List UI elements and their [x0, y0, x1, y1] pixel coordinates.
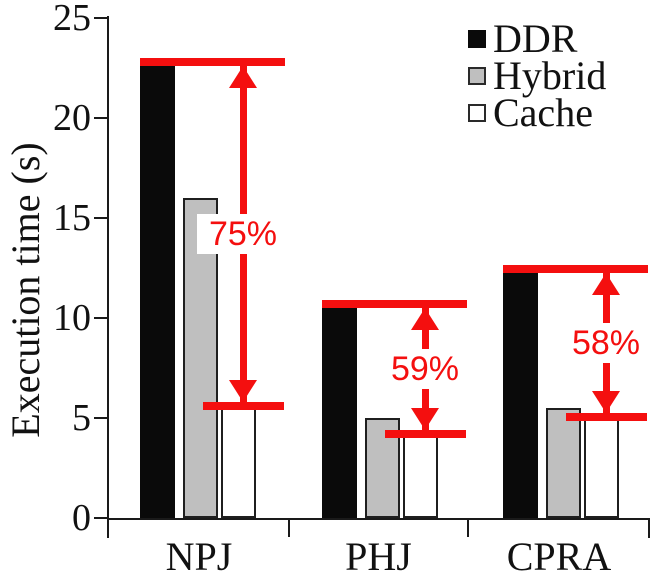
y-tick-mark [94, 17, 107, 19]
y-tick-label: 5 [72, 397, 91, 439]
arrow-up-icon [229, 66, 257, 88]
y-tick-label: 15 [53, 197, 91, 239]
y-tick-mark [94, 317, 107, 319]
bar-ddr-phj [322, 308, 357, 518]
annotation-bottom-line-cpra [566, 413, 647, 421]
annotation-top-line-cpra [503, 265, 648, 273]
y-tick-label: 25 [53, 0, 91, 39]
y-tick-label: 0 [72, 497, 91, 539]
bar-cache-cpra [584, 416, 619, 518]
y-tick-mark [94, 417, 107, 419]
legend-label-ddr: DDR [493, 16, 578, 61]
y-tick-label: 10 [53, 297, 91, 339]
legend: DDR Hybrid Cache [468, 16, 607, 135]
annotation-percent-label-phj: 59% [379, 349, 471, 389]
ddr-swatch-icon [468, 29, 486, 48]
hybrid-swatch-icon [468, 66, 486, 85]
bar-ddr-cpra [503, 272, 538, 518]
bar-cache-phj [403, 432, 438, 518]
annotation-percent-label-cpra: 58% [560, 323, 652, 363]
x-axis-group-tick [467, 520, 469, 537]
y-tick-mark [94, 117, 107, 119]
y-axis-line [107, 16, 109, 538]
y-tick-label: 20 [53, 97, 91, 139]
arrow-up-icon [411, 308, 439, 330]
bar-ddr-npj [140, 66, 175, 518]
x-category-label-cpra: CPRA [506, 534, 612, 579]
annotation-bottom-line-npj [203, 402, 284, 410]
arrow-down-icon [229, 380, 257, 402]
legend-item-cache: Cache [468, 90, 606, 135]
annotation-bottom-line-phj [385, 430, 466, 438]
legend-label-hybrid: Hybrid [493, 53, 607, 98]
y-tick-mark [94, 217, 107, 219]
annotation-top-line-phj [322, 300, 467, 308]
annotation-top-line-npj [140, 58, 285, 66]
x-axis-line [107, 518, 650, 520]
arrow-down-icon [592, 391, 620, 413]
arrow-up-icon [592, 273, 620, 295]
cache-swatch-icon [468, 103, 486, 122]
x-category-label-phj: PHJ [345, 534, 412, 579]
x-axis-group-tick [288, 520, 290, 537]
y-tick-mark [94, 517, 107, 519]
x-category-label-npj: NPJ [165, 534, 233, 579]
arrow-down-icon [411, 408, 439, 430]
annotation-percent-label-npj: 75% [197, 214, 289, 254]
legend-item-ddr: DDR [468, 16, 606, 61]
legend-item-hybrid: Hybrid [468, 53, 607, 98]
bar-hybrid-cpra [546, 408, 581, 518]
legend-label-cache: Cache [493, 90, 593, 135]
x-axis-end-tick [648, 518, 650, 538]
bar-cache-npj [221, 406, 256, 518]
